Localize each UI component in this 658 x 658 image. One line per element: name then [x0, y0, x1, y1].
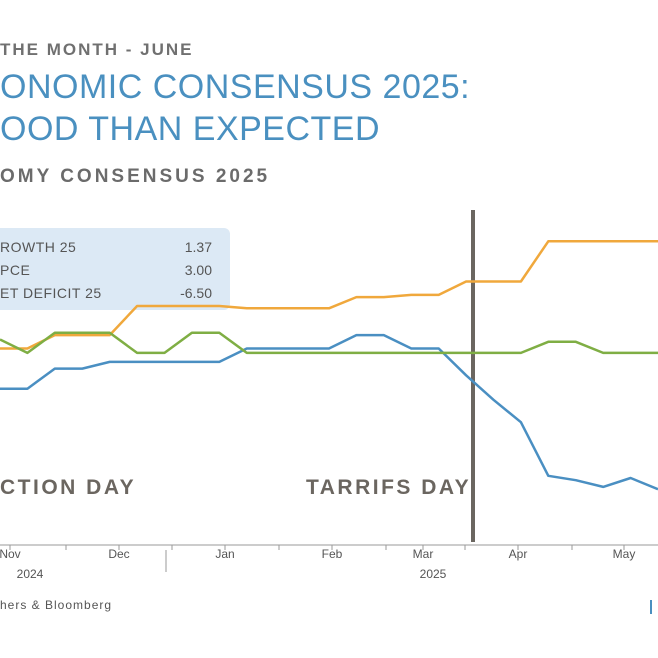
legend-box: [0, 228, 230, 310]
x-tick-label-may: May: [613, 547, 636, 561]
legend-label-pce: PCE: [0, 262, 30, 278]
title-line-2: OOD THAN EXPECTED: [0, 110, 381, 148]
source-note: hers & Bloomberg: [0, 598, 113, 612]
x-year-label-2025: 2025: [420, 567, 447, 581]
x-tick-label-jan: Jan: [215, 547, 234, 561]
election-day-label: CTION DAY: [0, 476, 136, 499]
kicker: THE MONTH - JUNE: [0, 40, 194, 59]
legend-label-deficit: ET DEFICIT 25: [0, 285, 102, 301]
x-tick-label-dec: Dec: [108, 547, 129, 561]
title-line-1: ONOMIC CONSENSUS 2025:: [0, 68, 471, 106]
legend-label-gdp: ROWTH 25: [0, 239, 76, 255]
legend-value-pce: 3.00: [185, 262, 212, 278]
x-tick-label-feb: Feb: [322, 547, 343, 561]
series-layer: [0, 240, 658, 491]
x-tick-label-nov: Nov: [0, 547, 21, 561]
series-line-deficit: [0, 331, 658, 355]
tariffs-day-label: TARRIFS DAY: [306, 476, 471, 499]
legend-value-gdp: 1.37: [185, 239, 212, 255]
page-title: ONOMIC CONSENSUS 2025: OOD THAN EXPECTED: [0, 66, 470, 150]
legend-value-deficit: -6.50: [180, 285, 212, 301]
series-line-pce: [0, 240, 658, 350]
series-line-gdp: [0, 333, 658, 491]
chart-subtitle: OMY CONSENSUS 2025: [0, 166, 271, 187]
x-year-label-2024: 2024: [17, 567, 44, 581]
corner-mark: [650, 600, 652, 614]
x-tick-label-mar: Mar: [413, 547, 434, 561]
x-tick-label-apr: Apr: [509, 547, 528, 561]
x-axis-ticks: [9, 545, 625, 550]
